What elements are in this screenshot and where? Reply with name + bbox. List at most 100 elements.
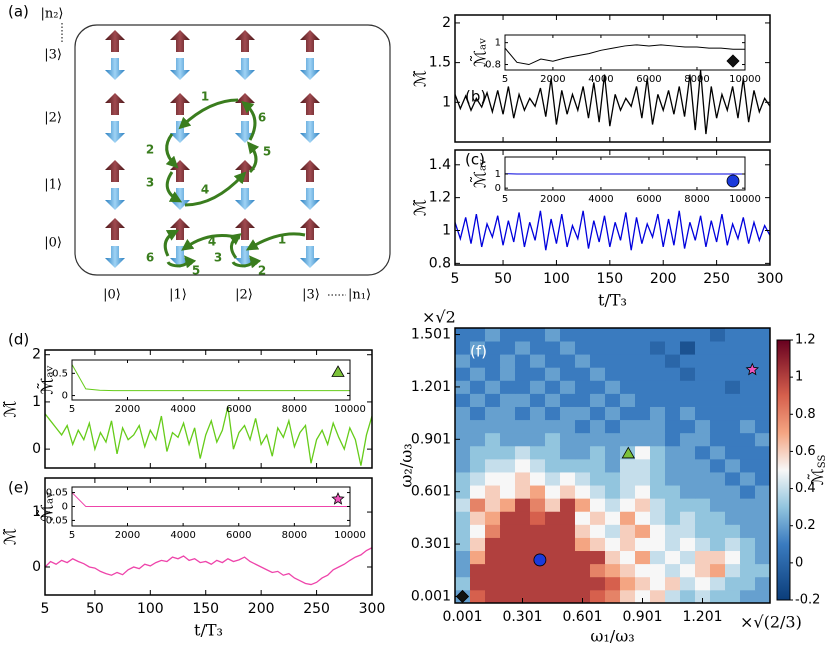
heat-cell <box>695 551 710 564</box>
heat-cell <box>575 551 590 564</box>
heat-cell <box>695 446 710 459</box>
heat-cell <box>470 367 485 380</box>
heat-cell <box>470 328 485 341</box>
heat-cell <box>500 433 515 446</box>
hop-number: 1 <box>278 233 286 247</box>
heat-cell <box>455 551 470 564</box>
heat-cell <box>590 524 605 537</box>
heat-cell <box>485 485 500 498</box>
row-label: |1⟩ <box>44 178 62 193</box>
y-tick-label: 0 <box>32 441 41 457</box>
heat-cell <box>560 341 575 354</box>
heat-cell <box>620 380 635 393</box>
heat-cell <box>575 420 590 433</box>
x-tick-label: 0.901 <box>622 609 662 625</box>
heat-cell <box>605 433 620 446</box>
hop-number: 4 <box>208 235 216 249</box>
heat-cell <box>680 564 695 577</box>
heat-cell <box>725 485 740 498</box>
heat-cell <box>650 577 665 590</box>
heat-cell <box>635 511 650 524</box>
heat-cell <box>755 446 770 459</box>
heat-cell <box>470 459 485 472</box>
heat-cell <box>680 328 695 341</box>
heat-cell <box>710 433 725 446</box>
x-tick-label: 5 <box>69 530 75 541</box>
x-tick-label: 6000 <box>636 74 661 85</box>
heat-cell <box>725 354 740 367</box>
heat-cell <box>560 485 575 498</box>
x-tick-label: 10000 <box>729 194 761 205</box>
heat-cell <box>635 328 650 341</box>
heat-cell <box>455 341 470 354</box>
heat-cell <box>530 407 545 420</box>
heat-cell <box>545 564 560 577</box>
heat-cell <box>485 538 500 551</box>
heat-cell <box>650 328 665 341</box>
heat-cell <box>755 511 770 524</box>
heat-cell <box>725 459 740 472</box>
x-tick-label: 6000 <box>226 404 251 415</box>
heat-cell <box>545 472 560 485</box>
heat-cell <box>650 590 665 603</box>
x-tick-label: 2000 <box>115 530 140 541</box>
heat-cell <box>590 498 605 511</box>
heat-cell <box>755 590 770 603</box>
x-axis-label: |n₁⟩ <box>348 288 371 303</box>
heat-cell <box>560 407 575 420</box>
heat-cell <box>665 564 680 577</box>
heat-cell <box>545 485 560 498</box>
colorbar-tick-label: 1.2 <box>795 333 816 348</box>
y-axis-label: ℳ̃ <box>411 199 430 216</box>
heat-cell <box>680 367 695 380</box>
heat-cell <box>470 407 485 420</box>
heat-cell <box>485 577 500 590</box>
colorbar-tick-label: -0.2 <box>795 593 820 608</box>
heat-cell <box>500 485 515 498</box>
heat-cell <box>740 407 755 420</box>
heat-cell <box>665 446 680 459</box>
heat-cell <box>620 341 635 354</box>
heat-cell <box>695 511 710 524</box>
heat-cell <box>710 459 725 472</box>
heat-cell <box>665 577 680 590</box>
heat-cell <box>605 590 620 603</box>
y-tick-label: 1 <box>442 94 451 110</box>
heat-cell <box>620 393 635 406</box>
y-tick-label: 0 <box>62 391 68 402</box>
x-tick-label: 10000 <box>729 74 761 85</box>
heat-cell <box>605 328 620 341</box>
x-tick-label: 300 <box>757 271 784 287</box>
heat-cell <box>695 498 710 511</box>
x-tick-label: 8000 <box>282 530 307 541</box>
heat-cell <box>620 564 635 577</box>
heat-cell <box>755 577 770 590</box>
heat-cell <box>500 590 515 603</box>
heat-cell <box>515 472 530 485</box>
heat-cell <box>485 433 500 446</box>
heat-cell <box>680 498 695 511</box>
y-axis-label: |n₂⟩ <box>40 7 63 22</box>
heat-cell <box>755 485 770 498</box>
heat-cell <box>590 341 605 354</box>
heat-cell <box>530 459 545 472</box>
heat-cell <box>740 538 755 551</box>
heat-cell <box>500 511 515 524</box>
x-tick-label: 5 <box>69 404 75 415</box>
heat-cell <box>620 433 635 446</box>
heat-cell <box>545 498 560 511</box>
heat-cell <box>740 564 755 577</box>
heat-cell <box>620 524 635 537</box>
heat-cell <box>485 498 500 511</box>
heat-cell <box>740 472 755 485</box>
y-axis-label: ℳ̃ₐᵥ <box>471 38 490 67</box>
inset-frame <box>505 35 745 70</box>
heat-cell <box>695 524 710 537</box>
heat-cell <box>455 354 470 367</box>
y-tick-label: 1 <box>495 38 501 49</box>
colorbar-label-sub: SS <box>817 455 828 469</box>
row-label: |2⟩ <box>44 111 62 126</box>
heat-cell <box>710 511 725 524</box>
heat-cell <box>560 420 575 433</box>
y-tick-label: 2 <box>442 15 451 31</box>
